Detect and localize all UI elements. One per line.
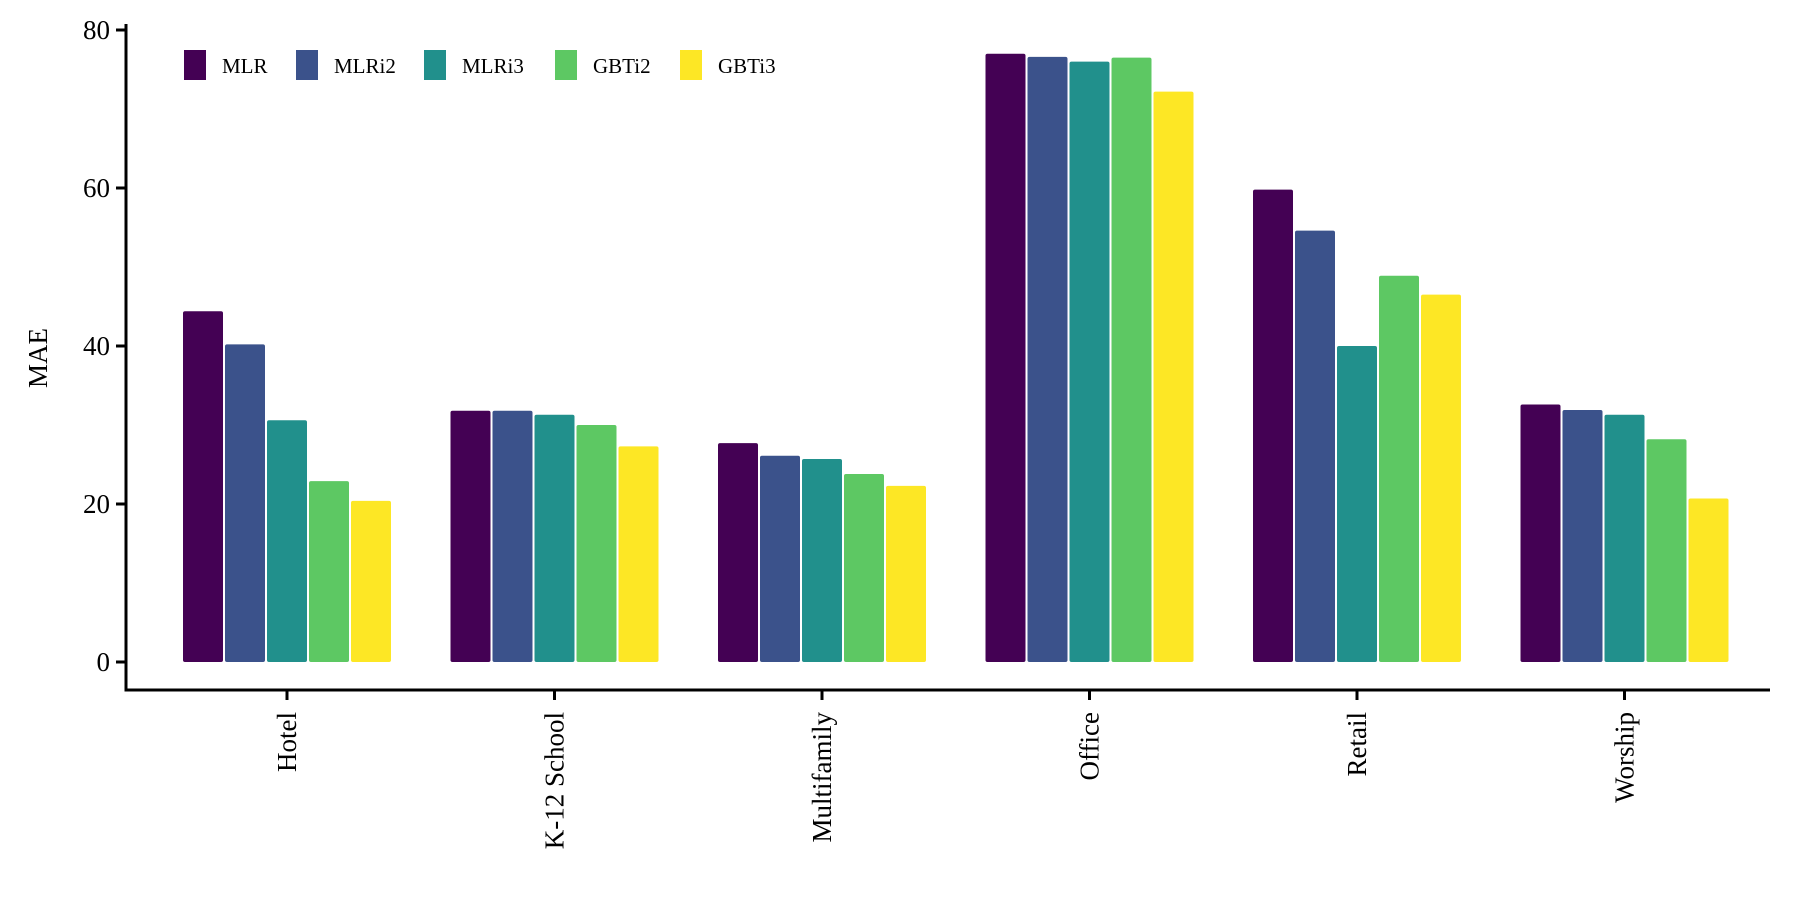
- bar-mlri2-worship: [1562, 409, 1603, 662]
- bar-mlri2-retail: [1295, 230, 1335, 662]
- legend-label-gbti2: GBTi2: [593, 54, 651, 78]
- bars-layer: [183, 53, 1729, 663]
- x-tick-label-office: Office: [1075, 712, 1105, 780]
- bar-mlr-hotel: [183, 311, 223, 662]
- bar-mlri3-worship: [1604, 414, 1645, 662]
- y-tick-label: 20: [83, 489, 110, 519]
- bar-mlri3-retail: [1337, 346, 1377, 662]
- legend-swatch-mlri3: [424, 50, 446, 80]
- bar-mlri3-hotel: [267, 420, 307, 662]
- x-tick-label-k-12-school: K-12 School: [540, 712, 570, 849]
- x-tick-label-hotel: Hotel: [272, 712, 302, 772]
- bar-gbti3-office: [1153, 91, 1194, 663]
- legend-label-mlri3: MLRi3: [462, 54, 524, 78]
- bar-gbti2-office: [1111, 57, 1152, 662]
- y-tick-label: 0: [97, 647, 111, 677]
- legend-label-mlr: MLR: [222, 54, 268, 78]
- legend-swatch-mlr: [184, 50, 206, 80]
- legend-label-gbti3: GBTi3: [718, 54, 776, 78]
- bar-mlri2-multifamily: [760, 455, 800, 662]
- y-tick-label: 60: [83, 173, 110, 203]
- bar-gbti3-k-12-school: [618, 446, 659, 662]
- bar-gbti2-multifamily: [844, 473, 884, 662]
- bar-mlri3-k-12-school: [534, 414, 575, 662]
- bar-mlr-office: [985, 53, 1026, 662]
- bar-gbti2-hotel: [309, 481, 349, 662]
- bar-mlri3-office: [1069, 61, 1110, 663]
- bar-mlri3-multifamily: [802, 458, 842, 662]
- legend-label-mlri2: MLRi2: [334, 54, 396, 78]
- bar-gbti2-retail: [1379, 275, 1419, 662]
- bar-mlri2-office: [1027, 56, 1068, 663]
- bar-gbti3-hotel: [351, 500, 391, 662]
- bar-gbti3-retail: [1421, 294, 1461, 662]
- y-axis-title: MAE: [23, 328, 53, 388]
- y-tick-label: 40: [83, 331, 110, 361]
- x-tick-label-retail: Retail: [1342, 712, 1372, 776]
- bar-mlr-retail: [1253, 189, 1293, 662]
- bar-mlr-worship: [1520, 404, 1561, 662]
- bar-mlri2-hotel: [225, 344, 265, 662]
- y-tick-label: 80: [83, 15, 110, 45]
- bar-mlri2-k-12-school: [492, 410, 533, 662]
- legend-swatch-mlri2: [296, 50, 318, 80]
- legend-swatch-gbti3: [680, 50, 702, 80]
- bar-mlr-k-12-school: [450, 410, 491, 662]
- bar-gbti2-k-12-school: [576, 425, 617, 662]
- bar-gbti2-worship: [1646, 439, 1687, 662]
- bar-gbti3-multifamily: [886, 485, 926, 662]
- bar-gbti3-worship: [1688, 498, 1729, 662]
- legend-swatch-gbti2: [555, 50, 577, 80]
- x-tick-label-worship: Worship: [1610, 712, 1640, 803]
- legend: MLR MLRi2 MLRi3 GBTi2 GBTi3: [184, 50, 776, 80]
- x-tick-label-multifamily: Multifamily: [807, 712, 837, 843]
- bar-mlr-multifamily: [718, 443, 758, 662]
- axes-layer: 0 20 40 60 80 MAE Hotel K-12 School Multifamily O…: [23, 15, 1770, 849]
